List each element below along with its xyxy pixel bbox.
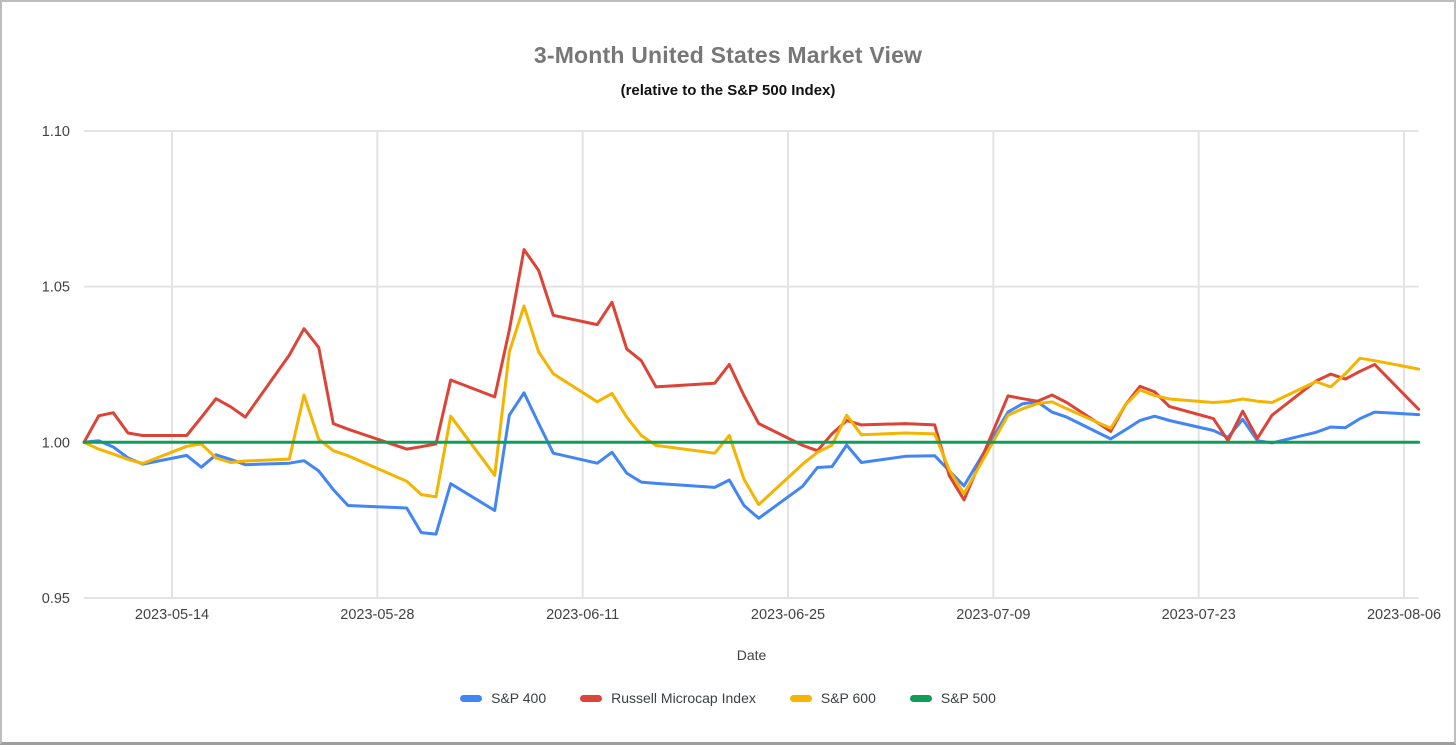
legend-item-s-p-600: S&P 600: [789, 690, 876, 706]
x-tick-label: 2023-05-28: [340, 607, 414, 623]
legend-item-s-p-400: S&P 400: [460, 690, 546, 706]
legend-swatch-icon: [909, 694, 932, 702]
legend-label: S&P 500: [940, 690, 996, 706]
series-line-s-p-600: [82, 304, 1421, 507]
x-tick-label: 2023-07-09: [956, 607, 1030, 623]
chart-subtitle: (relative to the S&P 500 Index): [620, 82, 836, 99]
x-tick-label: 2023-07-23: [1162, 607, 1236, 623]
legend-item-s-p-500: S&P 500: [909, 690, 996, 706]
x-tick-label: 2023-06-11: [546, 607, 619, 623]
y-tick-label: 0.95: [42, 591, 70, 607]
chart-title: 3-Month United States Market View: [533, 42, 923, 68]
legend-item-russell-microcap-index: Russell Microcap Index: [580, 690, 756, 706]
legend-swatch-icon: [789, 694, 812, 702]
y-tick-label: 1.05: [42, 280, 70, 296]
x-axis-title: Date: [736, 647, 767, 663]
x-tick-label: 2023-08-06: [1367, 607, 1441, 623]
legend-swatch-icon: [580, 694, 603, 702]
series-line-russell-microcap-index: [82, 248, 1421, 502]
legend-label: S&P 400: [491, 690, 547, 706]
legend-swatch-icon: [460, 694, 483, 702]
legend-label: S&P 600: [820, 690, 876, 706]
x-tick-label: 2023-06-25: [751, 607, 825, 623]
legend: S&P 400 Russell Microcap Index S&P 600 S&P …: [2, 690, 1454, 706]
x-tick-label: 2023-05-14: [135, 607, 209, 623]
y-tick-label: 1.00: [42, 435, 70, 451]
series-line-s-p-400: [82, 391, 1421, 536]
legend-label: Russell Microcap Index: [611, 690, 756, 706]
y-tick-label: 1.10: [42, 124, 70, 140]
